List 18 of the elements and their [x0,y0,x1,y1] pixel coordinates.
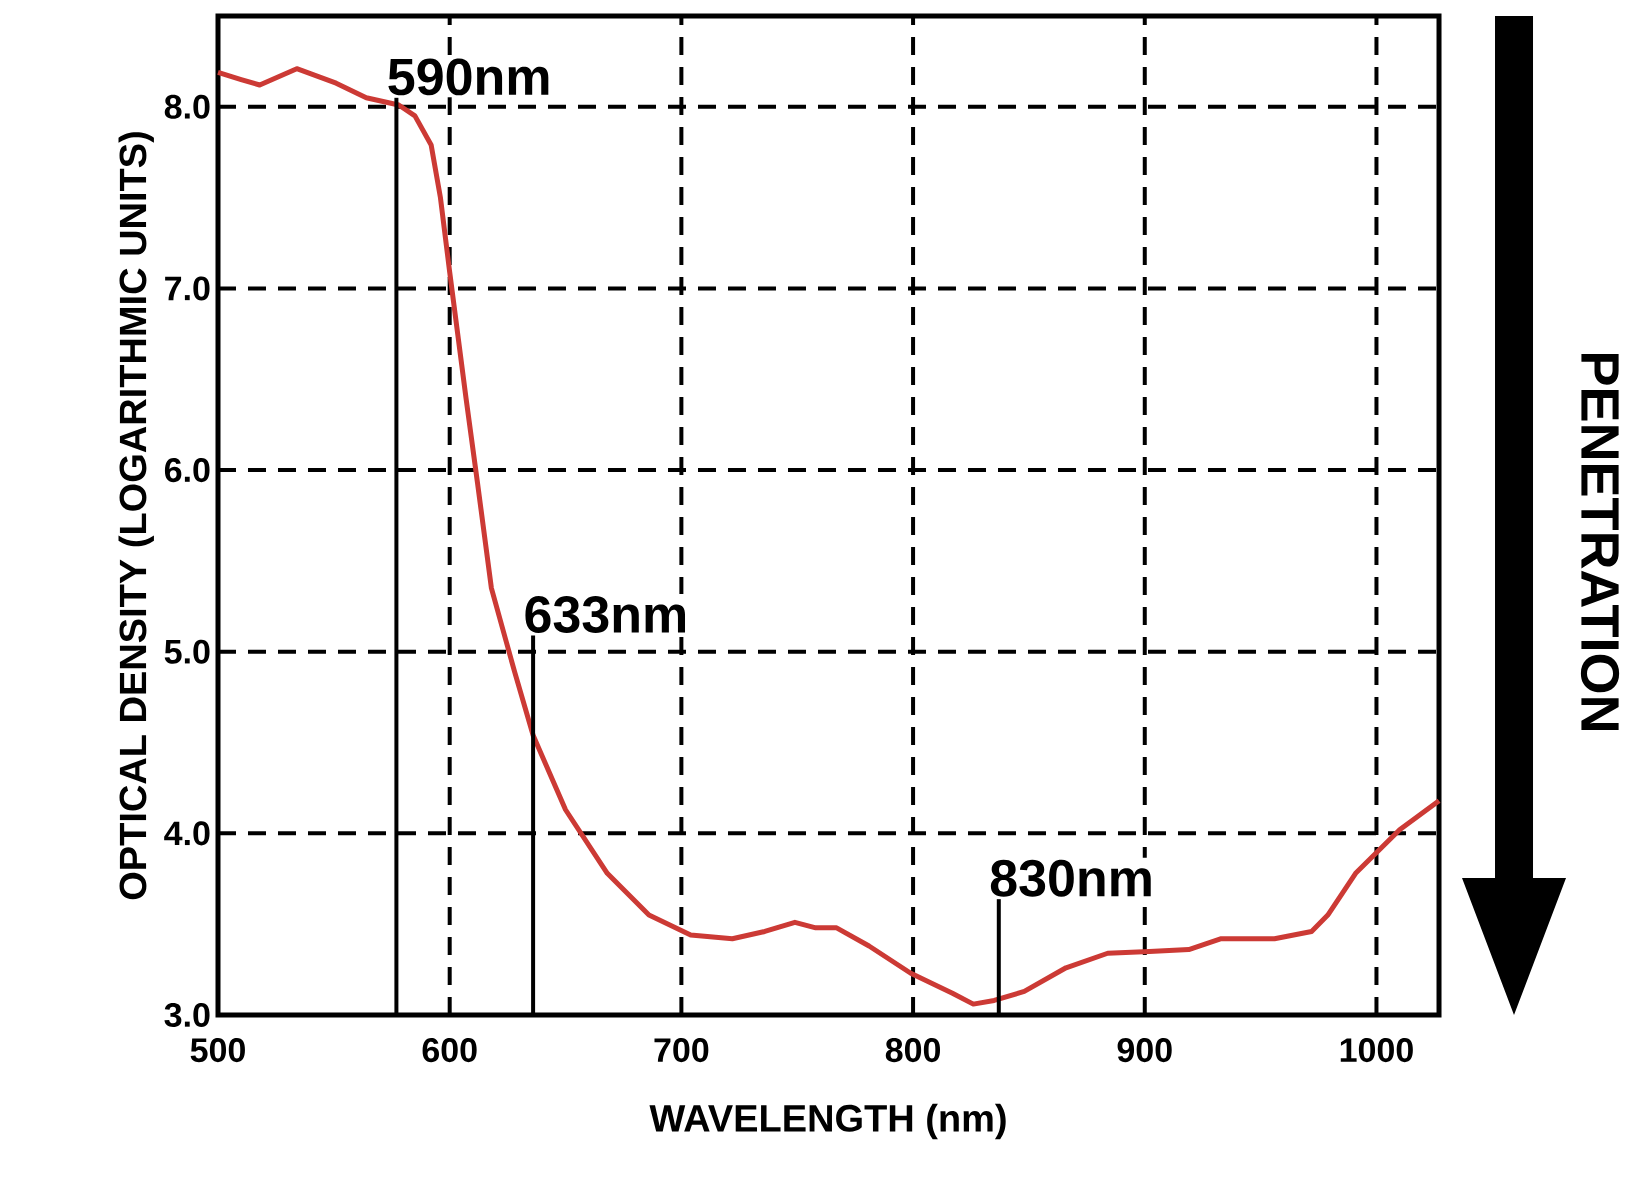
x-tick-label: 500 [190,1038,245,1063]
x-tick-label: 800 [885,1038,941,1063]
y-tick-label: 7.0 [165,276,210,301]
ref-line-label: 830nm [990,859,1151,897]
ref-line-label: 633nm [525,596,686,633]
y-tick-label: 6.0 [164,458,210,483]
x-tick-label: 700 [654,1038,709,1063]
ref-line-label: 590nm [388,58,549,96]
x-tick-label: 900 [1117,1038,1172,1063]
y-tick-label: 5.0 [164,639,210,664]
y-tick-label: 8.0 [164,94,210,119]
y-tick-label: 4.0 [164,821,210,846]
x-tick-label: 600 [422,1038,477,1063]
x-axis-title: WAVELENGTH (nm) [649,1103,1006,1140]
y-axis-title: OPTICAL DENSITY (LOGARITHMIC UNITS) [118,132,154,900]
text: PENETRATION [1580,354,1620,730]
y-tick-label: 3.0 [164,1002,210,1028]
x-tick-label: 1000 [1340,1038,1413,1063]
